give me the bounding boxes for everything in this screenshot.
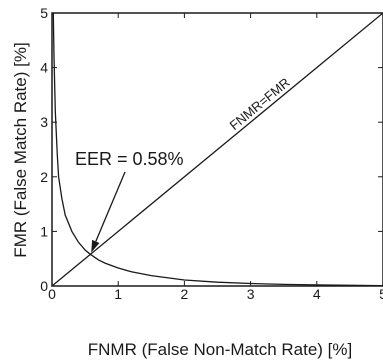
- y-tick-label: 2: [40, 169, 48, 185]
- y-tick-label: 0: [40, 278, 48, 294]
- plot-frame: [51, 12, 383, 287]
- x-tick-label: 0: [48, 286, 56, 302]
- x-tick-label: 5: [379, 286, 383, 302]
- x-tick-label: 4: [313, 286, 321, 302]
- y-tick-label: 4: [40, 60, 48, 76]
- eer-annotation: EER = 0.58%: [75, 149, 184, 169]
- x-tick-label: 3: [247, 286, 255, 302]
- y-tick-label: 1: [40, 223, 48, 239]
- det-curve: [52, 12, 383, 287]
- eer-arrowhead: [91, 239, 100, 253]
- eer-arrow: [95, 171, 126, 242]
- diagonal-label: FNMR=FMR: [227, 75, 293, 133]
- tick-labels: 0 1 2 3 4 5 0 1 2 3 4 5: [40, 5, 383, 302]
- y-axis-label: FMR (False Match Rate) [%]: [11, 42, 30, 257]
- y-tick-label: 5: [40, 5, 48, 21]
- x-tick-label: 1: [114, 286, 122, 302]
- x-tick-label: 2: [181, 286, 189, 302]
- equal-error-diagonal: [51, 12, 383, 287]
- series-lines: [51, 12, 383, 287]
- x-axis-label: FNMR (False Non-Match Rate) [%]: [88, 340, 353, 359]
- y-tick-label: 3: [40, 114, 48, 130]
